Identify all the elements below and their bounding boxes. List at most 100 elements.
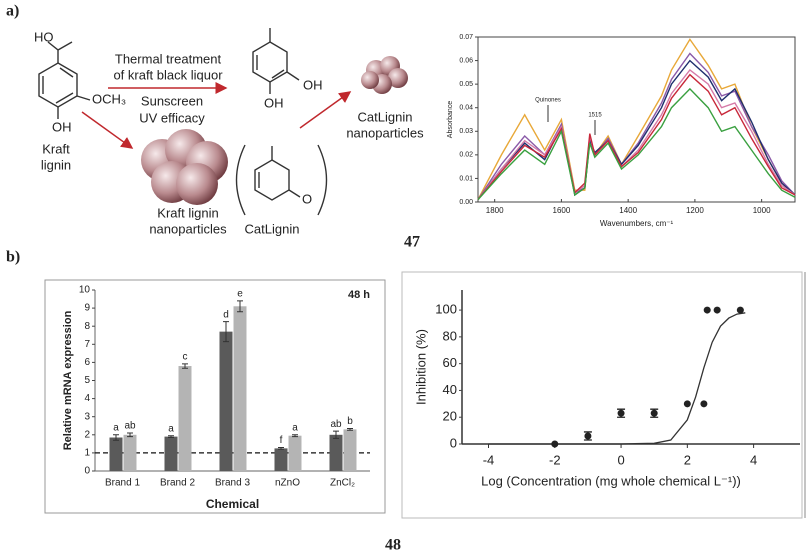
annotation: 1515 <box>588 113 602 119</box>
significance-letter: ab <box>330 419 342 430</box>
spectrum-line <box>477 52 796 200</box>
x-tick-label: nZnO <box>275 478 300 489</box>
group-label: OH <box>264 95 284 110</box>
y-tick-label: 40 <box>443 382 457 397</box>
x-axis-label: Wavenumbers, cm⁻¹ <box>600 219 674 228</box>
bar <box>178 366 192 471</box>
error-bar <box>127 432 133 438</box>
significance-letter: a <box>113 422 119 433</box>
nanoparticles <box>361 56 408 94</box>
x-tick-label: 1400 <box>619 206 637 215</box>
label: nanoparticles <box>346 125 424 140</box>
label: Kraft <box>42 141 70 156</box>
label: lignin <box>41 157 71 172</box>
error-bar <box>292 434 298 438</box>
significance-letter: e <box>237 289 243 300</box>
label: Thermal treatment <box>115 51 222 66</box>
data-point <box>650 409 658 417</box>
error-bar <box>333 430 339 439</box>
data-point <box>683 400 691 408</box>
y-tick-label: 20 <box>443 409 457 424</box>
x-axis-label: Chemical <box>206 497 259 511</box>
bar <box>109 437 123 471</box>
y-tick-label: 60 <box>443 355 457 370</box>
figure-number: 48 <box>385 537 401 554</box>
x-tick-label: Brand 2 <box>160 478 195 489</box>
x-tick-label: 4 <box>750 452 757 467</box>
label: CatLignin <box>245 221 300 236</box>
y-tick-label: 0.06 <box>459 57 473 64</box>
y-tick-label: 2 <box>84 429 90 440</box>
x-tick-label: 2 <box>684 452 691 467</box>
data-point <box>700 400 708 408</box>
group-label: OH <box>52 119 72 134</box>
data-point <box>617 409 625 417</box>
x-tick-label: ZnCl₂ <box>330 478 355 489</box>
significance-letter: a <box>292 422 298 433</box>
nanoparticles <box>141 129 228 205</box>
label: nanoparticles <box>149 221 227 236</box>
data-point <box>703 306 711 314</box>
arrow <box>299 91 352 129</box>
y-tick-label: 0 <box>84 466 90 477</box>
error-bar <box>182 363 188 369</box>
panel-frame <box>401 271 803 519</box>
group-label: O <box>302 191 312 206</box>
y-tick-label: 9 <box>84 303 90 314</box>
spectrum-line <box>477 73 796 201</box>
y-axis-label: Absorbance <box>447 101 454 138</box>
significance-letter: a <box>168 423 174 434</box>
x-tick-label: Brand 1 <box>105 478 140 489</box>
panel-label: a) <box>6 3 19 20</box>
annotation: Quinones <box>535 98 561 104</box>
error-bar <box>278 446 284 450</box>
y-tick-label: 0.03 <box>459 128 473 135</box>
x-tick-label: 0 <box>617 452 624 467</box>
x-axis-label: Log (Concentration (mg whole chemical L⁻… <box>481 473 741 488</box>
y-tick-label: 80 <box>443 328 457 343</box>
bar <box>233 306 247 471</box>
error-bar <box>347 427 353 431</box>
data-point <box>584 432 592 440</box>
y-tick-label: 10 <box>79 285 91 296</box>
error-bar <box>168 435 174 439</box>
error-bar <box>237 300 243 313</box>
x-tick-label: -4 <box>483 452 495 467</box>
y-tick-label: 0.07 <box>459 34 473 41</box>
x-tick-label: -2 <box>549 452 561 467</box>
plot-frame <box>477 36 796 203</box>
y-tick-label: 100 <box>435 302 457 317</box>
x-tick-label: 1000 <box>753 206 771 215</box>
kraft-lignin-structure <box>38 41 91 119</box>
y-axis-label: Inhibition (%) <box>413 329 428 405</box>
panel-label: b) <box>6 249 20 266</box>
significance-letter: c <box>183 351 188 362</box>
significance-letter: f <box>280 435 283 446</box>
error-bar <box>223 321 229 343</box>
bar <box>288 435 302 471</box>
spectrum-line <box>477 38 796 200</box>
error-bar <box>113 434 119 441</box>
bar <box>123 434 137 471</box>
bar <box>343 429 357 471</box>
bar <box>219 331 233 471</box>
label: UV efficacy <box>139 110 205 125</box>
label: Kraft lignin <box>157 205 218 220</box>
label: of kraft black liquor <box>113 67 223 82</box>
data-point <box>551 440 559 448</box>
significance-letter: ab <box>124 421 136 432</box>
x-tick-label: Brand 3 <box>215 478 250 489</box>
y-tick-label: 0.01 <box>459 175 473 182</box>
y-tick-label: 3 <box>84 411 90 422</box>
y-tick-label: 0.05 <box>459 81 473 88</box>
y-tick-label: 1 <box>84 448 90 459</box>
y-tick-label: 0.04 <box>459 105 473 112</box>
data-point <box>736 306 744 314</box>
data-point <box>713 306 721 314</box>
group-label: OH <box>303 77 323 92</box>
bar <box>329 434 343 471</box>
catlignin-structure <box>235 28 328 216</box>
x-tick-label: 1800 <box>486 206 504 215</box>
label: Sunscreen <box>141 93 203 108</box>
significance-letter: b <box>347 416 353 427</box>
